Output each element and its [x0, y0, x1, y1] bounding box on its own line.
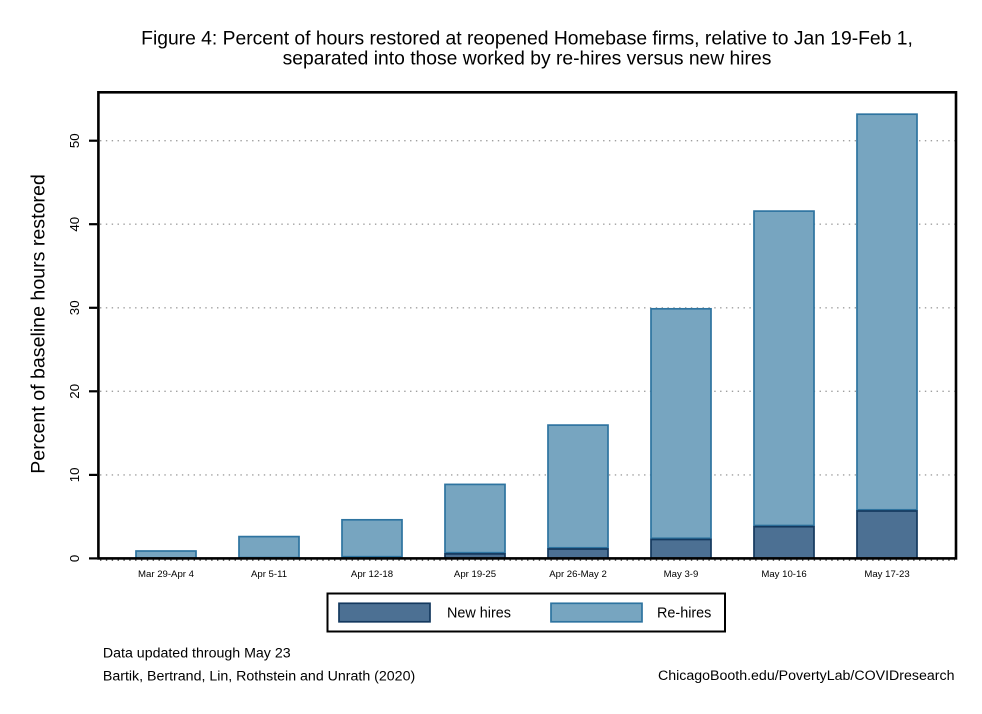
svg-text:May 17-23: May 17-23	[864, 569, 909, 580]
svg-text:Apr 5-11: Apr 5-11	[251, 569, 287, 580]
svg-text:30: 30	[67, 300, 82, 315]
svg-text:Figure 4: Percent of hours res: Figure 4: Percent of hours restored at r…	[141, 29, 913, 50]
svg-text:May 10-16: May 10-16	[761, 569, 806, 580]
svg-text:0: 0	[67, 555, 82, 562]
svg-text:Apr 26-May 2: Apr 26-May 2	[549, 569, 607, 580]
svg-text:May 3-9: May 3-9	[664, 569, 699, 580]
svg-text:New hires: New hires	[447, 606, 511, 622]
svg-text:20: 20	[67, 384, 82, 399]
svg-text:Re-hires: Re-hires	[657, 606, 711, 622]
svg-text:Mar 29-Apr 4: Mar 29-Apr 4	[138, 569, 195, 580]
svg-text:Bartik, Bertrand, Lin, Rothste: Bartik, Bertrand, Lin, Rothstein and Unr…	[103, 669, 415, 685]
svg-text:Apr 19-25: Apr 19-25	[454, 569, 496, 580]
svg-text:50: 50	[67, 133, 82, 148]
svg-text:ChicagoBooth.edu/PovertyLab/CO: ChicagoBooth.edu/PovertyLab/COVIDresearc…	[658, 668, 955, 684]
svg-text:40: 40	[67, 217, 82, 232]
svg-text:Apr 12-18: Apr 12-18	[351, 569, 393, 580]
svg-text:separated into those worked by: separated into those worked by re-hires …	[283, 48, 772, 69]
svg-text:10: 10	[67, 468, 82, 483]
svg-text:Data updated through May 23: Data updated through May 23	[103, 646, 291, 662]
svg-text:Percent of baseline hours rest: Percent of baseline hours restored	[28, 174, 50, 474]
